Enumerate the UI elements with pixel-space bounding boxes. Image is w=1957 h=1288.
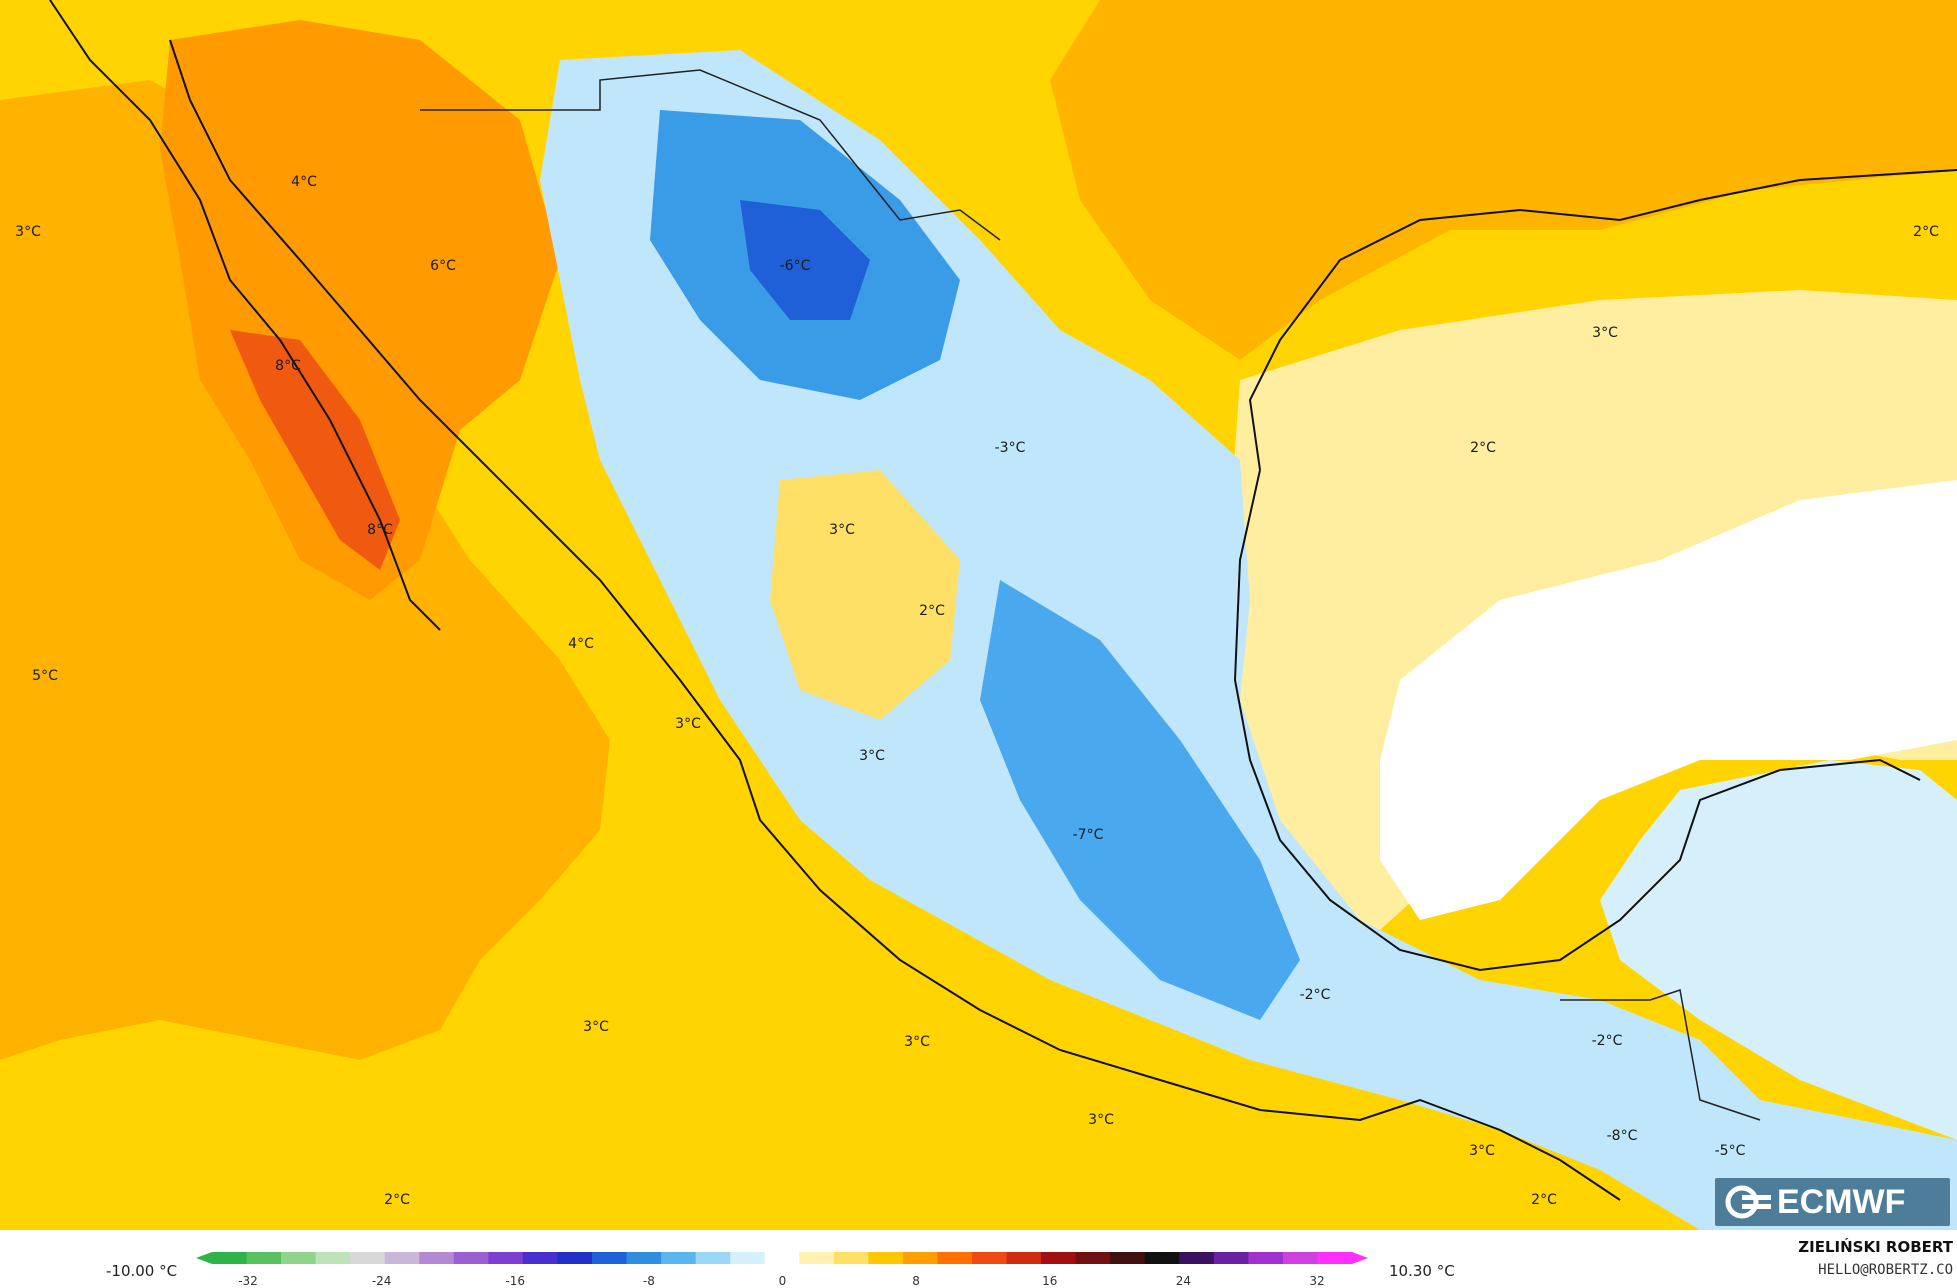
ecmwf-logo: ECMWF xyxy=(1715,1178,1950,1226)
legend-tick-label: 16 xyxy=(1042,1274,1058,1288)
mexico-dark-core xyxy=(740,200,870,320)
legend-color-swatch xyxy=(1075,1252,1111,1264)
legend-tick-label: 8 xyxy=(912,1274,920,1288)
legend-color-swatch xyxy=(1213,1252,1249,1264)
legend-color-swatch xyxy=(1110,1252,1146,1264)
legend-color-swatch xyxy=(661,1252,697,1264)
mexico-blue-core-south xyxy=(980,580,1300,1020)
temperature-anomaly-map xyxy=(0,0,1957,1230)
legend-color-swatch xyxy=(1317,1252,1353,1264)
legend-color-swatch xyxy=(833,1252,869,1264)
legend-color-swatch xyxy=(592,1252,628,1264)
legend-colorbar xyxy=(196,1252,1368,1264)
border-guatemala xyxy=(1560,989,1761,1121)
legend-max-label: 10.30 °C xyxy=(1389,1262,1455,1280)
legend-right-arrow xyxy=(1352,1252,1368,1264)
temp-label: 2°C xyxy=(919,603,945,619)
temp-label: 8°C xyxy=(275,358,301,374)
temp-label: -2°C xyxy=(1591,1033,1623,1049)
legend-color-swatch xyxy=(488,1252,524,1264)
legend-color-swatch xyxy=(868,1252,904,1264)
legend-color-swatch xyxy=(384,1252,420,1264)
us-warm-zone xyxy=(1050,0,1957,360)
mexico-mid-yellow-patch xyxy=(770,470,960,720)
legend-color-swatch xyxy=(764,1252,800,1264)
legend-color-swatch xyxy=(1248,1252,1284,1264)
temp-label: 2°C xyxy=(1531,1192,1557,1208)
author-email: HELLO@ROBERTZ.CO xyxy=(1818,1262,1953,1278)
temp-label: 3°C xyxy=(15,224,41,240)
gulf-white-zone xyxy=(1380,480,1957,920)
temp-label: 2°C xyxy=(1470,440,1496,456)
legend-color-swatch xyxy=(557,1252,593,1264)
temp-label: 3°C xyxy=(675,716,701,732)
legend-color-swatch xyxy=(281,1252,317,1264)
baja-hot-zone xyxy=(160,20,560,600)
legend-min-label: -10.00 °C xyxy=(106,1262,178,1280)
legend-tick-label: 24 xyxy=(1175,1274,1192,1288)
legend-tick-label: 0 xyxy=(778,1274,787,1288)
yucatan-cold-zone xyxy=(1600,760,1957,1140)
legend-color-swatch xyxy=(419,1252,455,1264)
ecmwf-logo-text: ECMWF xyxy=(1777,1182,1906,1221)
temp-label: 2°C xyxy=(384,1192,410,1208)
legend-left-arrow xyxy=(196,1252,212,1264)
pacific-orange-zone xyxy=(0,80,610,1060)
temp-label: -7°C xyxy=(1072,827,1104,843)
temp-label: 3°C xyxy=(859,748,885,764)
temp-label: 3°C xyxy=(1469,1143,1495,1159)
temp-label: 2°C xyxy=(1913,224,1939,240)
legend-color-swatch xyxy=(1282,1252,1318,1264)
legend-color-swatch xyxy=(902,1252,938,1264)
legend-color-swatch xyxy=(1179,1252,1215,1264)
legend-color-swatch xyxy=(350,1252,386,1264)
legend-tick-label: -8 xyxy=(642,1274,655,1288)
temp-label: -6°C xyxy=(779,258,811,274)
temp-label: -8°C xyxy=(1606,1128,1638,1144)
temp-label: 3°C xyxy=(904,1034,930,1050)
legend-color-swatch xyxy=(453,1252,489,1264)
legend-tick-label: -24 xyxy=(371,1274,392,1288)
baja-red-zone xyxy=(230,330,400,570)
temp-label: 3°C xyxy=(1088,1112,1114,1128)
temp-label: -3°C xyxy=(994,440,1026,456)
legend-tick-label: -32 xyxy=(238,1274,258,1288)
legend-color-swatch xyxy=(799,1252,835,1264)
legend-tick-label: 32 xyxy=(1309,1274,1325,1288)
author-name: ZIELIŃSKI ROBERT xyxy=(1798,1238,1953,1256)
legend-color-swatch xyxy=(695,1252,731,1264)
legend-color-swatch xyxy=(315,1252,351,1264)
legend-color-swatch xyxy=(246,1252,282,1264)
legend-color-swatch xyxy=(730,1252,766,1264)
legend-color-swatch xyxy=(972,1252,1008,1264)
legend-tick-label: -16 xyxy=(505,1274,526,1288)
legend-color-swatch xyxy=(522,1252,558,1264)
temp-label: 3°C xyxy=(1592,325,1618,341)
legend-color-swatch xyxy=(626,1252,662,1264)
temp-label: 3°C xyxy=(829,522,855,538)
ecmwf-swirl-icon xyxy=(1725,1185,1771,1219)
color-legend xyxy=(0,1230,1957,1287)
legend-color-swatch xyxy=(937,1252,973,1264)
legend-color-swatch xyxy=(1144,1252,1180,1264)
temp-label: 5°C xyxy=(32,668,58,684)
temp-label: -5°C xyxy=(1714,1143,1746,1159)
temp-label: 4°C xyxy=(291,174,317,190)
legend-color-swatch xyxy=(212,1252,248,1264)
border-us-mexico xyxy=(420,69,1001,241)
temp-label: 3°C xyxy=(583,1019,609,1035)
legend-color-swatch xyxy=(1006,1252,1042,1264)
temp-label: 4°C xyxy=(568,636,594,652)
temp-label: 6°C xyxy=(430,258,456,274)
legend-color-swatch xyxy=(1041,1252,1077,1264)
temp-label: -2°C xyxy=(1299,987,1331,1003)
coastline xyxy=(49,0,1957,1201)
temp-label: 8°C xyxy=(367,522,393,538)
